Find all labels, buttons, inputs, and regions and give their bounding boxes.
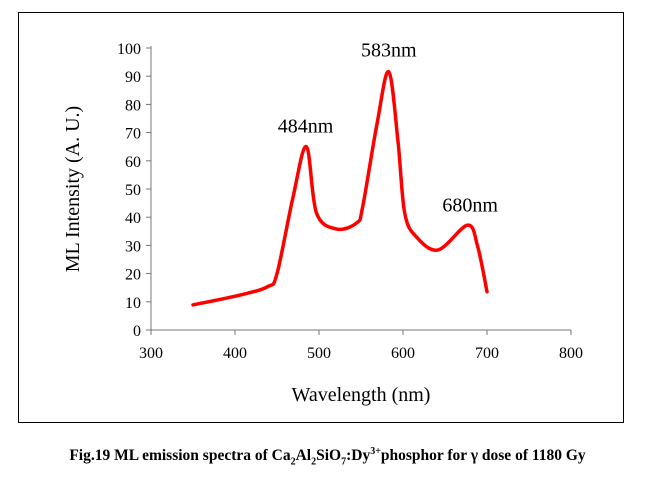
chart-frame bbox=[18, 12, 624, 423]
x-tick-label: 500 bbox=[307, 345, 331, 362]
peak-label: 484nm bbox=[278, 116, 334, 138]
caption-sub: 2 bbox=[290, 456, 296, 468]
peak-label: 583nm bbox=[361, 39, 417, 61]
x-axis-label: Wavelength (nm) bbox=[292, 384, 431, 406]
caption-sub: 2 bbox=[311, 456, 317, 468]
figure-caption: Fig.19 ML emission spectra of Ca2Al2SiO7… bbox=[0, 446, 655, 467]
y-tick-label: 60 bbox=[125, 154, 141, 171]
caption-sup: 3+ bbox=[370, 446, 381, 457]
caption-text: :Dy bbox=[346, 447, 371, 465]
caption-text: Al bbox=[295, 447, 312, 465]
y-tick-label: 90 bbox=[125, 69, 141, 86]
ml-emission-chart: 0 10 20 30 40 50 60 70 80 90 100 300 400 500 600 700 800… bbox=[62, 39, 583, 406]
peak-label: 680nm bbox=[442, 195, 498, 217]
caption-text: SiO bbox=[316, 447, 342, 465]
x-tick-label: 800 bbox=[559, 345, 583, 362]
x-tick-label: 400 bbox=[223, 345, 247, 362]
y-tick-label: 20 bbox=[125, 267, 141, 284]
x-tick-label: 700 bbox=[475, 345, 499, 362]
y-axis-label: ML Intensity (A. U.) bbox=[62, 106, 84, 272]
x-tick-label: 600 bbox=[391, 345, 415, 362]
y-tick-label: 0 bbox=[133, 323, 141, 340]
caption-text: Fig.19 ML emission spectra of Ca bbox=[69, 447, 291, 465]
y-tick-label: 30 bbox=[125, 238, 141, 255]
y-tick-label: 70 bbox=[125, 126, 141, 143]
y-tick-label: 100 bbox=[117, 41, 141, 58]
caption-sub: 7 bbox=[341, 456, 347, 468]
y-tick-label: 80 bbox=[125, 97, 141, 114]
series-line bbox=[191, 69, 489, 307]
caption-text: phosphor for γ dose of 1180 Gy bbox=[380, 447, 586, 465]
y-tick-label: 10 bbox=[125, 295, 141, 312]
y-tick-label: 50 bbox=[125, 182, 141, 199]
x-tick-label: 300 bbox=[139, 345, 163, 362]
y-tick-label: 40 bbox=[125, 210, 141, 227]
